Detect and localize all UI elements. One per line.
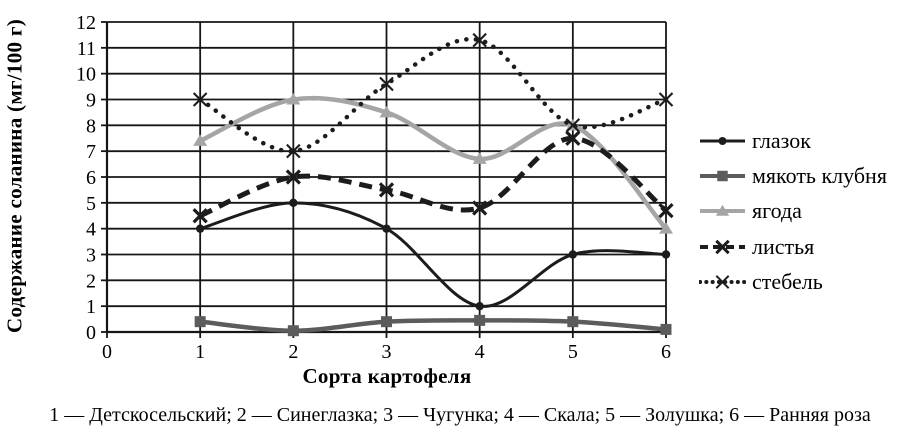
svg-text:3: 3 <box>86 245 96 267</box>
legend-item-myakot-klubnya: мякоть клубня <box>699 158 887 193</box>
svg-text:1: 1 <box>86 296 96 318</box>
legend-label: ягода <box>752 198 802 224</box>
svg-text:5: 5 <box>568 341 578 363</box>
x-axis-title: Сорта картофеля <box>302 364 472 388</box>
svg-text:1: 1 <box>195 341 205 363</box>
svg-text:7: 7 <box>86 141 96 163</box>
triangle-line-marker-icon <box>699 200 746 222</box>
svg-text:11: 11 <box>77 38 96 60</box>
svg-text:0: 0 <box>86 322 96 344</box>
legend-label: мякоть клубня <box>752 163 887 189</box>
svg-text:4: 4 <box>475 341 485 363</box>
y-axis-title: Содержание соланина (мг/100 г) <box>2 18 27 334</box>
svg-text:9: 9 <box>86 90 96 112</box>
svg-text:4: 4 <box>86 219 96 241</box>
svg-text:6: 6 <box>661 341 671 363</box>
legend-label: глазок <box>752 127 811 153</box>
chart-legend: глазок мякоть клубня ягода листья стебел… <box>699 123 887 300</box>
svg-text:10: 10 <box>76 64 96 86</box>
svg-text:2: 2 <box>86 270 96 292</box>
svg-text:12: 12 <box>76 12 96 34</box>
legend-item-glazok: глазок <box>699 123 887 158</box>
legend-label: стебель <box>752 269 823 295</box>
figure-caption: 1 — Детскосельский; 2 — Синеглазка; 3 — … <box>49 404 871 426</box>
svg-text:5: 5 <box>86 193 96 215</box>
square-line-marker-icon <box>699 165 746 187</box>
x-dotted-line-marker-icon <box>699 271 746 293</box>
svg-text:2: 2 <box>288 341 298 363</box>
circle-line-marker-icon <box>699 130 746 152</box>
svg-text:3: 3 <box>382 341 392 363</box>
legend-label: листья <box>752 233 815 259</box>
legend-item-yagoda: ягода <box>699 194 887 229</box>
x-dashed-line-marker-icon <box>699 236 746 258</box>
svg-text:0: 0 <box>102 341 112 363</box>
legend-item-listya: листья <box>699 229 887 264</box>
legend-item-stebel: стебель <box>699 265 887 300</box>
svg-text:8: 8 <box>86 115 96 137</box>
svg-text:6: 6 <box>86 167 96 189</box>
